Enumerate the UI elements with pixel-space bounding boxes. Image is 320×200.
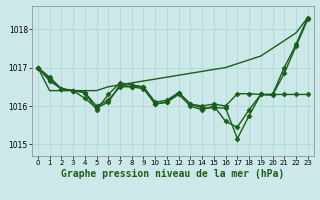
X-axis label: Graphe pression niveau de la mer (hPa): Graphe pression niveau de la mer (hPa): [61, 169, 284, 179]
